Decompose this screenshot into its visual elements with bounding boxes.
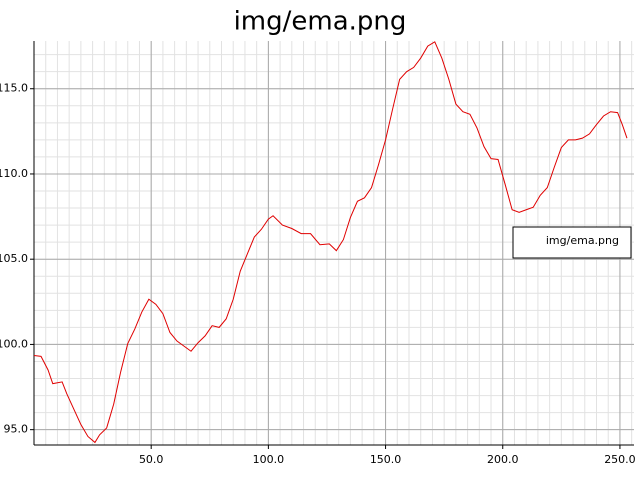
legend-label: img/ema.png xyxy=(546,234,619,247)
y-tick-label: 95.0 xyxy=(4,423,29,436)
y-tick-label: 115.0 xyxy=(0,82,28,95)
y-tick-label: 110.0 xyxy=(0,167,28,180)
x-tick-label: 100.0 xyxy=(253,453,285,466)
chart-title: img/ema.png xyxy=(234,7,407,37)
y-tick-label: 100.0 xyxy=(0,337,28,350)
series-line xyxy=(34,41,628,444)
x-tick-label: 250.0 xyxy=(604,453,636,466)
y-tick-label: 105.0 xyxy=(0,252,28,265)
x-tick-label: 50.0 xyxy=(139,453,164,466)
legend-box xyxy=(512,226,632,259)
x-tick-label: 200.0 xyxy=(487,453,519,466)
x-tick-label: 150.0 xyxy=(370,453,402,466)
